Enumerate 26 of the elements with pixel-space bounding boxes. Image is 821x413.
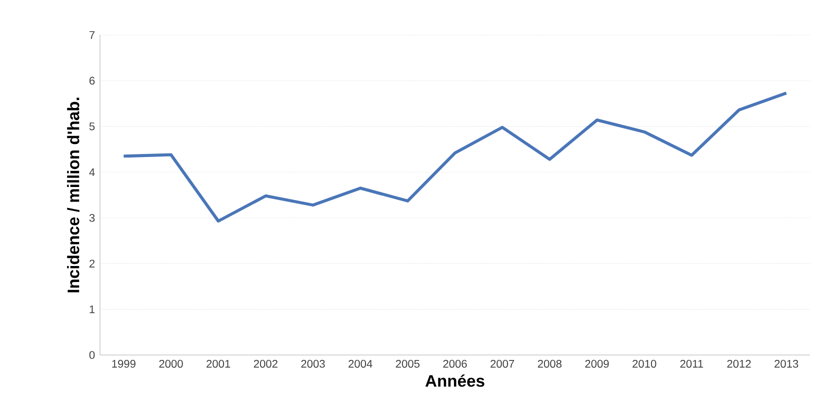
- y-axis-title: Incidence / million d'hab.: [67, 98, 80, 292]
- x-tick-label: 2000: [159, 360, 183, 368]
- x-tick-label: 2012: [727, 360, 751, 368]
- x-tick-label: 2004: [348, 360, 372, 368]
- x-tick-label: 2005: [396, 360, 420, 368]
- x-tick-label: 2001: [206, 360, 230, 368]
- x-tick-label: 2002: [254, 360, 278, 368]
- x-tick-label: 2011: [680, 360, 704, 368]
- x-tick-label: 2013: [774, 360, 798, 368]
- line-series: [122, 92, 788, 223]
- x-tick-label: 2006: [443, 360, 467, 368]
- x-tick-label: 2009: [585, 360, 609, 368]
- x-tick-label: 2010: [632, 360, 656, 368]
- x-tick-label: 2003: [301, 360, 325, 368]
- y-tick-label: 5: [89, 122, 95, 130]
- y-tick-label: 1: [90, 305, 95, 314]
- y-tick-label: 6: [90, 76, 95, 85]
- y-tick-label: 2: [90, 260, 95, 268]
- x-tick-label: 2007: [490, 360, 514, 368]
- x-axis-title: Années: [425, 374, 484, 387]
- y-tick-label: 3: [89, 214, 95, 222]
- y-tick-label: 7: [90, 31, 95, 39]
- x-tick-label: 1999: [112, 360, 136, 368]
- x-tick-label: 2008: [538, 360, 562, 368]
- y-tick-label: 4: [89, 168, 95, 176]
- y-tick-label: 0: [89, 351, 95, 359]
